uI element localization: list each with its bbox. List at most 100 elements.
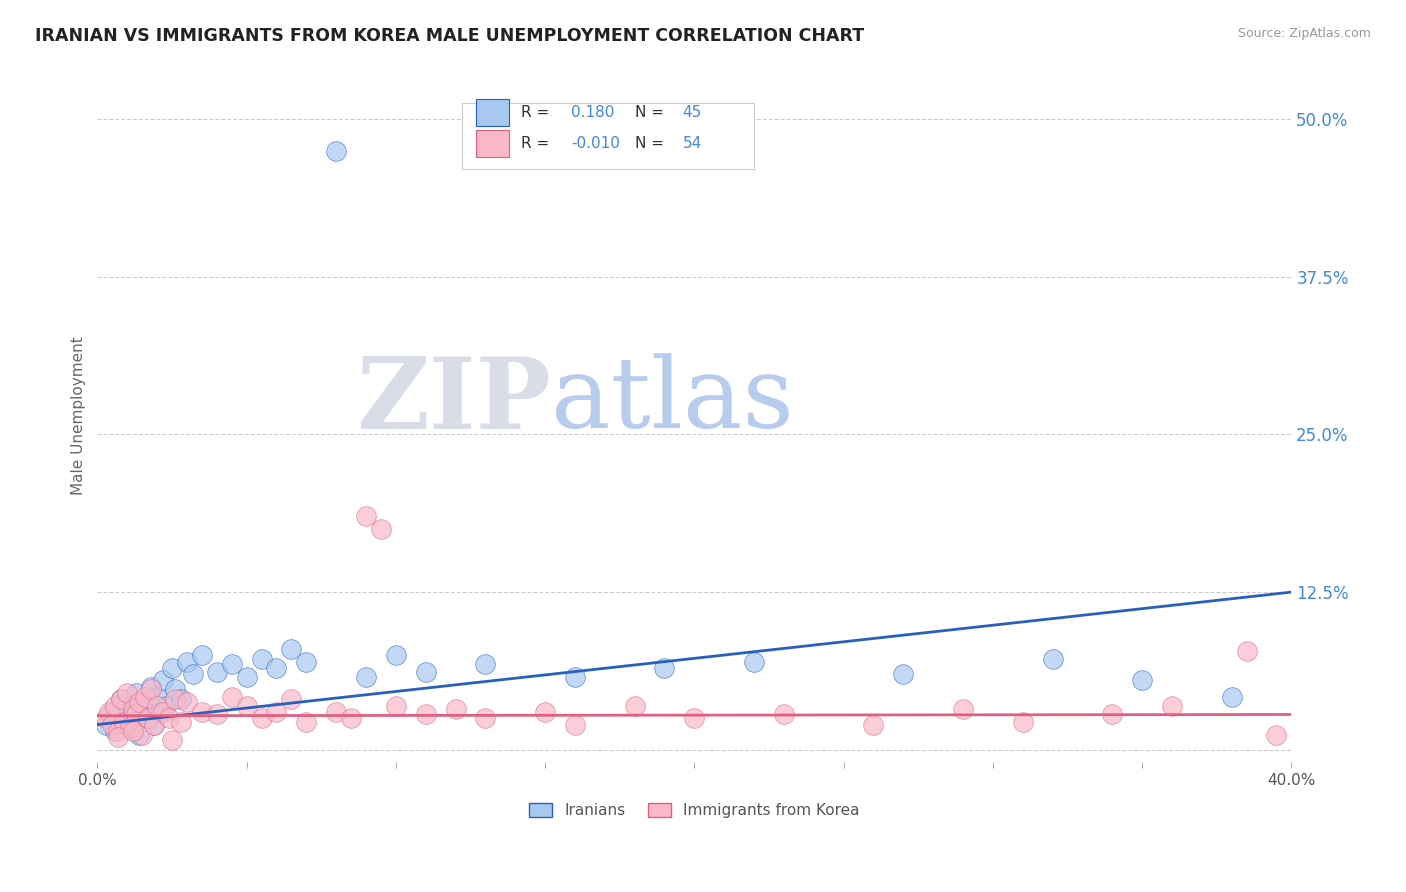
Point	[181, 667, 204, 681]
Text: -0.010: -0.010	[571, 136, 620, 151]
Point	[1265, 728, 1288, 742]
Point	[120, 720, 142, 734]
Point	[170, 692, 193, 706]
Text: 45: 45	[682, 105, 702, 120]
Point	[134, 702, 156, 716]
Point	[146, 690, 169, 704]
FancyBboxPatch shape	[475, 98, 509, 127]
Point	[250, 652, 273, 666]
Point	[1161, 698, 1184, 713]
Point	[122, 723, 145, 738]
Point	[110, 692, 132, 706]
Text: R =: R =	[522, 136, 550, 151]
Point	[160, 661, 183, 675]
Point	[101, 717, 124, 731]
Point	[742, 655, 765, 669]
Point	[125, 686, 148, 700]
Point	[149, 705, 172, 719]
Point	[176, 655, 198, 669]
Point	[654, 661, 676, 675]
Point	[191, 705, 214, 719]
Text: 0.180: 0.180	[571, 105, 614, 120]
Point	[101, 705, 124, 719]
Text: Source: ZipAtlas.com: Source: ZipAtlas.com	[1237, 27, 1371, 40]
Point	[295, 714, 318, 729]
Point	[295, 655, 318, 669]
Point	[235, 698, 257, 713]
Point	[773, 707, 796, 722]
FancyBboxPatch shape	[475, 129, 509, 157]
Point	[152, 705, 174, 719]
Point	[534, 705, 557, 719]
Point	[325, 144, 347, 158]
Text: N =: N =	[634, 105, 664, 120]
Point	[128, 728, 150, 742]
Point	[1042, 652, 1064, 666]
Point	[107, 711, 129, 725]
Point	[1220, 690, 1243, 704]
Point	[104, 723, 127, 738]
Point	[112, 714, 135, 729]
Text: atlas: atlas	[551, 354, 794, 450]
Point	[623, 698, 645, 713]
Point	[415, 707, 437, 722]
Point	[176, 695, 198, 709]
Point	[325, 705, 347, 719]
Point	[115, 686, 138, 700]
Point	[354, 670, 377, 684]
Point	[107, 730, 129, 744]
Point	[415, 665, 437, 679]
Point	[205, 665, 228, 679]
Point	[564, 670, 586, 684]
Point	[112, 714, 135, 729]
Point	[115, 698, 138, 713]
Point	[146, 698, 169, 713]
Point	[122, 702, 145, 716]
Point	[131, 695, 153, 709]
Point	[120, 720, 142, 734]
Point	[163, 682, 186, 697]
Point	[139, 680, 162, 694]
Point	[136, 711, 159, 725]
Point	[474, 711, 496, 725]
Point	[444, 702, 467, 716]
Point	[110, 692, 132, 706]
Text: ZIP: ZIP	[356, 353, 551, 450]
Point	[250, 711, 273, 725]
Point	[683, 711, 706, 725]
Point	[96, 717, 118, 731]
Point	[1130, 673, 1153, 688]
Point	[125, 707, 148, 722]
Point	[191, 648, 214, 663]
Point	[354, 509, 377, 524]
Legend: Iranians, Immigrants from Korea: Iranians, Immigrants from Korea	[523, 797, 866, 824]
Point	[340, 711, 363, 725]
Point	[266, 705, 288, 719]
Point	[280, 641, 302, 656]
Point	[170, 714, 193, 729]
Point	[134, 690, 156, 704]
Point	[104, 698, 127, 713]
Point	[235, 670, 257, 684]
Point	[474, 657, 496, 671]
Point	[96, 711, 118, 725]
Point	[221, 657, 243, 671]
Point	[221, 690, 243, 704]
Point	[1236, 644, 1258, 658]
Point	[952, 702, 974, 716]
Point	[385, 698, 408, 713]
Point	[370, 522, 392, 536]
Point	[143, 717, 166, 731]
Point	[157, 711, 180, 725]
Point	[564, 717, 586, 731]
Point	[98, 705, 121, 719]
Point	[139, 682, 162, 697]
Point	[128, 695, 150, 709]
Point	[107, 723, 129, 738]
Point	[891, 667, 914, 681]
Point	[1011, 714, 1033, 729]
Text: IRANIAN VS IMMIGRANTS FROM KOREA MALE UNEMPLOYMENT CORRELATION CHART: IRANIAN VS IMMIGRANTS FROM KOREA MALE UN…	[35, 27, 865, 45]
Text: N =: N =	[634, 136, 664, 151]
Point	[152, 673, 174, 688]
Point	[160, 732, 183, 747]
